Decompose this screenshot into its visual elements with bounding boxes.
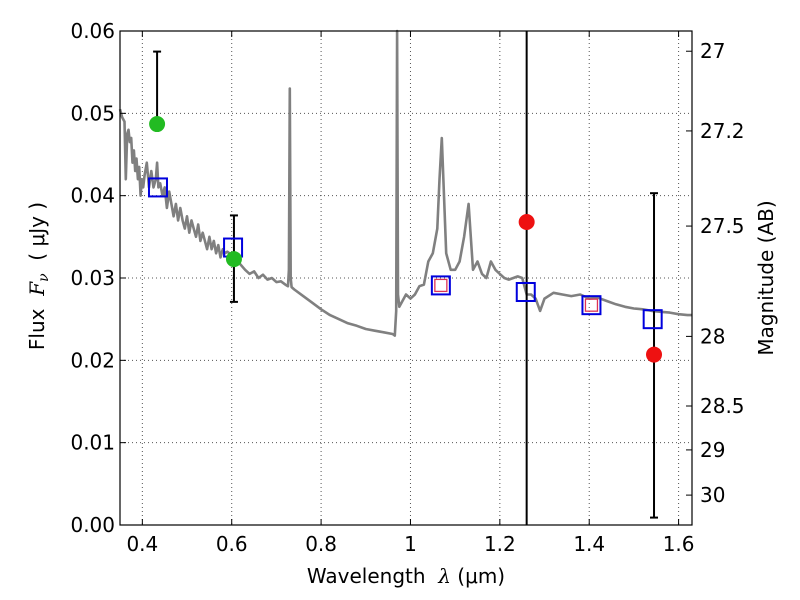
y2-tick-label: 27.5 <box>700 214 745 238</box>
model-photometry-square <box>430 275 451 296</box>
x-tick-label: 0.4 <box>126 532 158 556</box>
y2-tick-label: 28 <box>700 324 725 348</box>
y2-tick-label: 30 <box>700 483 725 507</box>
x-tick-label: 0.6 <box>216 532 248 556</box>
y2-tick-label: 28.5 <box>700 394 745 418</box>
model-photometry-square <box>642 309 663 330</box>
y2-tick-label: 27.2 <box>700 119 745 143</box>
x-tick-label: 1.4 <box>573 532 605 556</box>
y-tick-label: 0.06 <box>70 19 115 43</box>
data-points <box>147 116 663 363</box>
y2-axis-label: Magnitude (AB) <box>754 200 778 355</box>
y-axis-label: Flux Fν ( μJy ) <box>25 202 52 350</box>
x-tick-label: 0.8 <box>305 532 337 556</box>
y-tick-labels: 0.00 0.01 0.02 0.03 0.04 0.05 0.06 <box>70 19 115 537</box>
x-tick-label: 1.2 <box>484 532 516 556</box>
y-tick-label: 0.01 <box>70 431 115 455</box>
y-tick-label: 0.04 <box>70 184 115 208</box>
y2-tick-label: 27 <box>700 39 725 63</box>
y-tick-label: 0.03 <box>70 266 115 290</box>
model-photometry-square <box>147 177 168 198</box>
observed-green-point <box>149 116 166 133</box>
observed-red-point <box>518 214 535 231</box>
model-photometry-square <box>515 281 536 302</box>
x-tick-label: 1.6 <box>663 532 695 556</box>
observed-green-point <box>225 251 242 268</box>
x-axis-label: Wavelength λ (μm) <box>307 564 505 588</box>
plot-frame <box>119 30 693 526</box>
x-tick-labels: 0.4 0.6 0.8 1 1.2 1.4 1.6 <box>126 532 694 556</box>
y-tick-label: 0.02 <box>70 348 115 372</box>
model-spectrum <box>118 29 692 337</box>
observed-red-point <box>646 346 663 363</box>
y2-tick-labels: 27 27.2 27.5 28 28.5 29 30 <box>700 39 745 507</box>
model-spectrum-line <box>118 29 692 337</box>
y2-tick-label: 29 <box>700 438 725 462</box>
y-tick-label: 0.05 <box>70 101 115 125</box>
inner-square-marker <box>434 278 448 293</box>
inner-square-marker <box>584 298 599 312</box>
x-tick-label: 1 <box>404 532 417 556</box>
grid-lines <box>120 31 692 525</box>
y-tick-label: 0.00 <box>70 513 115 537</box>
tick-marks <box>120 30 692 526</box>
model-photometry-square <box>581 295 602 316</box>
